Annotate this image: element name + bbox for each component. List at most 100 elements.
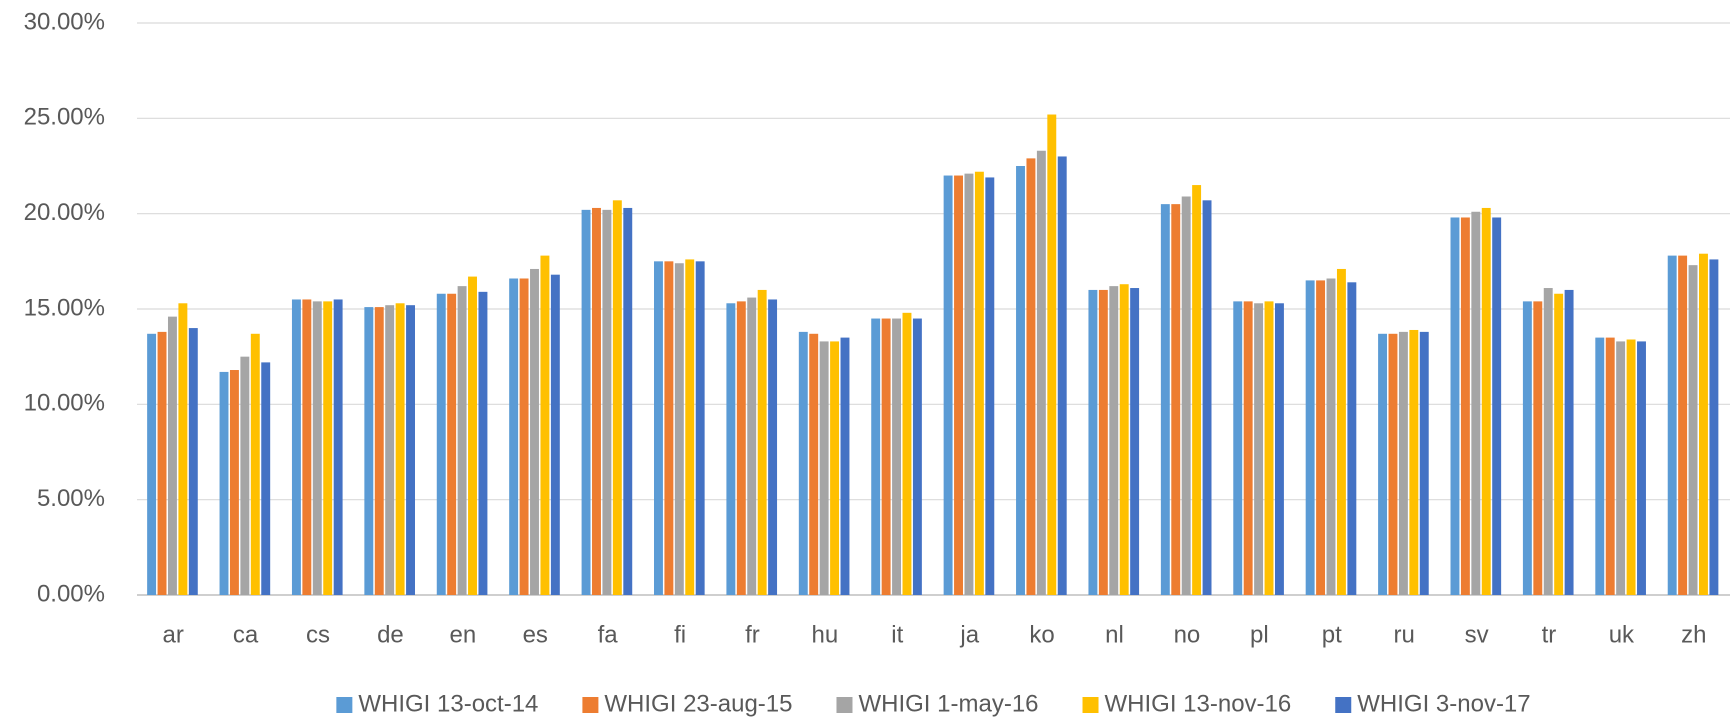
bar [664, 261, 674, 595]
bar [1388, 333, 1398, 595]
x-tick-label: es [523, 621, 548, 648]
bar [1637, 341, 1646, 595]
bar [954, 175, 963, 596]
x-tick-label: hu [812, 621, 839, 648]
bar [1460, 217, 1470, 596]
x-tick-label: pt [1322, 621, 1342, 648]
x-tick-label: no [1174, 621, 1201, 648]
x-tick-label: pl [1250, 621, 1269, 648]
bar [1419, 331, 1429, 595]
y-tick-label: 20.00% [24, 199, 105, 226]
legend-swatch [582, 697, 599, 713]
bar [695, 261, 705, 595]
bar [798, 331, 808, 595]
bar [1264, 301, 1274, 595]
bar [364, 307, 374, 595]
bar [902, 312, 912, 595]
bar [530, 268, 539, 595]
bar [1347, 282, 1357, 595]
bar [188, 328, 198, 595]
bar [312, 301, 322, 595]
bar [1171, 204, 1181, 595]
bar [892, 318, 902, 595]
bar [685, 259, 695, 595]
bar [291, 299, 301, 595]
bar [457, 286, 467, 595]
bar [385, 305, 395, 595]
bar [1326, 278, 1336, 595]
legend-swatch [1335, 697, 1352, 713]
legend-label: WHIGI 13-oct-14 [358, 690, 538, 717]
bar [1699, 253, 1708, 595]
bar [1492, 217, 1502, 596]
bar [468, 276, 477, 595]
bar [1626, 339, 1636, 595]
x-tick-label: fi [674, 621, 686, 648]
legend-label: WHIGI 1-may-16 [858, 690, 1038, 717]
bar [540, 255, 550, 595]
bar [1543, 288, 1553, 595]
x-tick-label: ar [163, 621, 184, 648]
bar [436, 293, 446, 595]
bar [1233, 301, 1243, 595]
bar [819, 341, 829, 595]
bar [1016, 166, 1025, 595]
bar [333, 299, 343, 595]
y-tick-label: 5.00% [37, 485, 105, 512]
bar [1688, 265, 1698, 595]
y-tick-label: 0.00% [37, 580, 105, 607]
x-tick-label: fa [598, 621, 619, 648]
bar [1181, 196, 1191, 596]
bar [261, 362, 271, 595]
bar [1522, 301, 1532, 595]
x-tick-label: ja [959, 621, 979, 648]
y-tick-label: 15.00% [24, 294, 105, 321]
x-tick-label: it [891, 621, 903, 648]
bar [1533, 301, 1543, 595]
bar [250, 333, 260, 595]
x-tick-label: tr [1542, 621, 1557, 648]
bar [157, 331, 167, 595]
bar [1450, 217, 1460, 596]
bar [943, 175, 953, 596]
bar [654, 261, 663, 595]
bar [1595, 337, 1605, 595]
bar [1316, 280, 1326, 595]
bar [1336, 268, 1346, 595]
bar [1481, 207, 1491, 596]
legend-swatch [836, 697, 853, 713]
legend-label: WHIGI 13-nov-16 [1105, 690, 1292, 717]
bar [757, 289, 767, 595]
bar [974, 171, 984, 595]
bar [747, 297, 757, 595]
bar [167, 316, 177, 595]
bar [1471, 211, 1481, 595]
legend-label: WHIGI 3-nov-17 [1357, 690, 1530, 717]
bar [478, 291, 488, 595]
bar [768, 299, 778, 595]
x-tick-label: ru [1393, 621, 1414, 648]
bar [1554, 293, 1564, 595]
bar [1678, 255, 1688, 595]
bar [871, 318, 881, 595]
bar [809, 333, 819, 595]
x-tick-label: nl [1105, 621, 1124, 648]
bar [1243, 301, 1253, 595]
bar [1254, 303, 1264, 595]
bar [374, 307, 384, 595]
bar [1305, 280, 1315, 595]
bar [302, 299, 312, 595]
bar [964, 173, 974, 596]
legend-label: WHIGI 23-aug-15 [604, 690, 792, 717]
bar [1036, 150, 1046, 595]
bar [1398, 331, 1408, 595]
bar [1378, 333, 1388, 595]
bar [1564, 289, 1574, 595]
legend-swatch [336, 697, 353, 713]
x-tick-label: cs [306, 621, 330, 648]
bar [447, 293, 457, 595]
bar [1119, 284, 1129, 595]
bar [602, 209, 612, 595]
bar [985, 177, 995, 595]
